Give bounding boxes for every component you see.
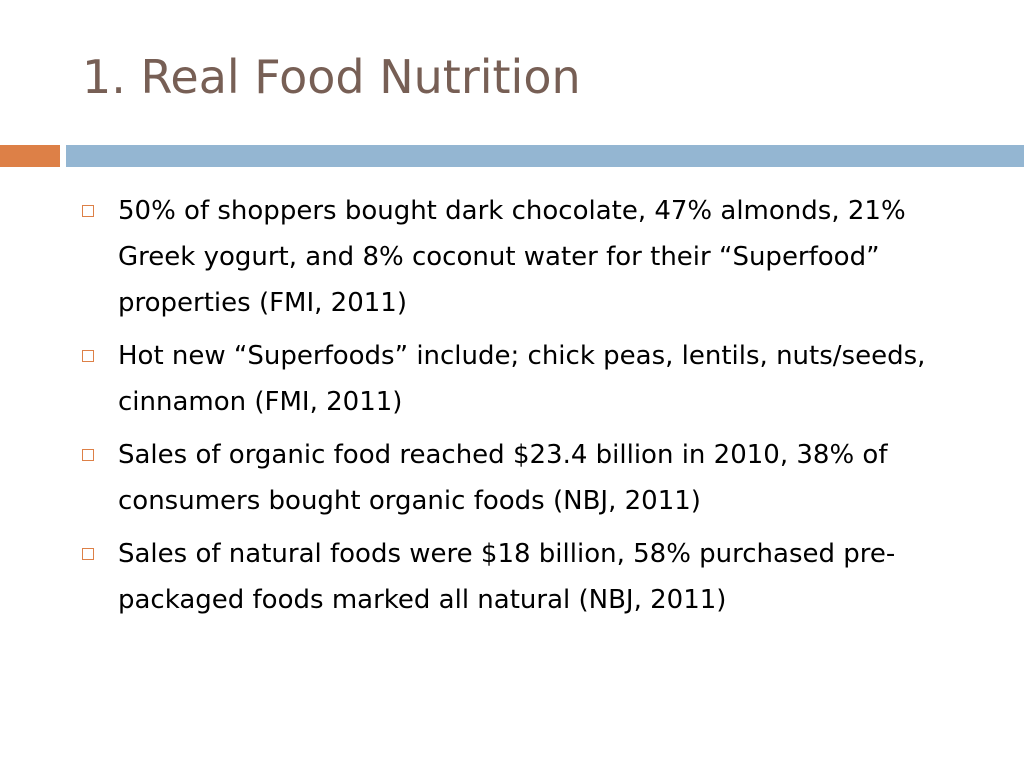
bullet-item: Hot new “Superfoods” include; chick peas… <box>82 333 982 425</box>
hollow-square-icon <box>82 548 94 560</box>
hollow-square-icon <box>82 205 94 217</box>
hollow-square-icon <box>82 449 94 461</box>
hollow-square-icon <box>82 350 94 362</box>
bullet-item: Sales of organic food reached $23.4 bill… <box>82 432 982 524</box>
bullet-text: Sales of natural foods were $18 billion,… <box>118 539 896 615</box>
bullet-item: Sales of natural foods were $18 billion,… <box>82 531 982 623</box>
accent-bar-orange <box>0 145 60 167</box>
bullet-item: 50% of shoppers bought dark chocolate, 4… <box>82 188 982 326</box>
slide-title: 1. Real Food Nutrition <box>82 50 581 104</box>
bullet-list: 50% of shoppers bought dark chocolate, 4… <box>82 188 982 630</box>
accent-bar-blue <box>66 145 1024 167</box>
bullet-text: Hot new “Superfoods” include; chick peas… <box>118 341 926 417</box>
bullet-text: 50% of shoppers bought dark chocolate, 4… <box>118 196 906 318</box>
bullet-text: Sales of organic food reached $23.4 bill… <box>118 440 888 516</box>
